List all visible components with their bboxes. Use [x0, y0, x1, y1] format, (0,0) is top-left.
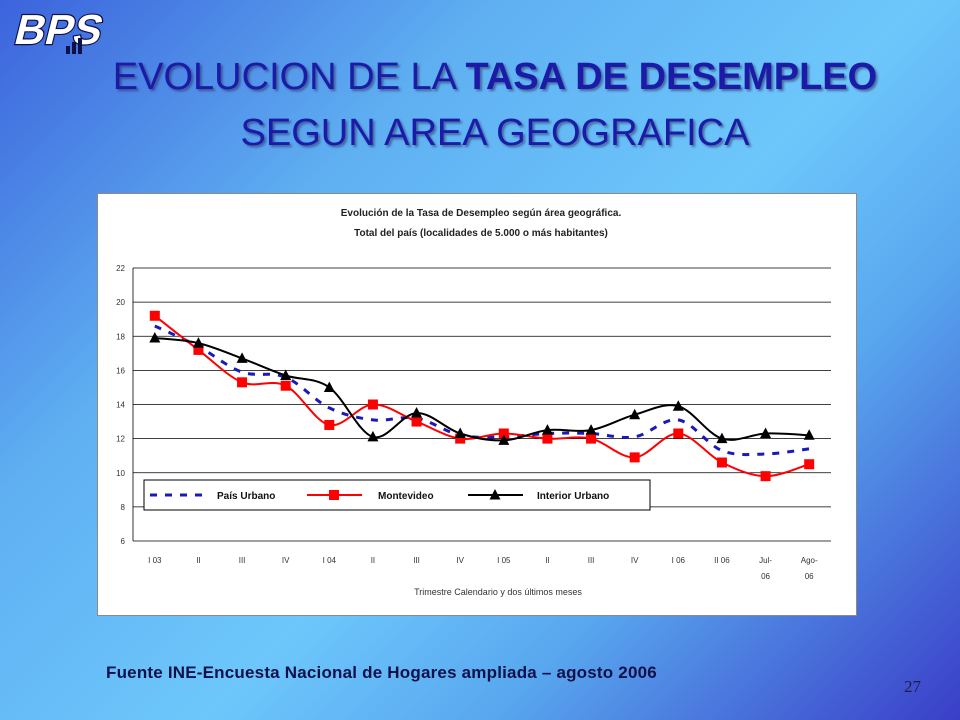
data-point-interior-urbano: [323, 381, 335, 392]
data-point-montevideo: [411, 416, 422, 427]
chart-subtitle: Total del país (localidades de 5.000 o m…: [354, 228, 608, 239]
x-tick-label: II: [371, 556, 375, 565]
x-tick-label: I 03: [148, 556, 162, 565]
bps-logo: BPS: [9, 6, 109, 54]
data-point-interior-urbano: [672, 400, 684, 411]
slide-title-line1: EVOLUCION DE LA TASA DE DESEMPLEO: [0, 56, 960, 99]
y-tick-label: 8: [121, 503, 126, 512]
unemployment-chart: Evolución de la Tasa de Desempleo según …: [116, 208, 831, 597]
x-tick-label: II: [196, 556, 200, 565]
x-tick-label: II 06: [714, 556, 730, 565]
y-tick-label: 12: [116, 435, 125, 444]
title-bold-part: TASA DE DESEMPLEO: [465, 56, 878, 98]
series-lines: [149, 310, 815, 482]
svg-text:BPS: BPS: [10, 7, 108, 54]
data-point-interior-urbano: [585, 424, 597, 435]
data-point-interior-urbano: [803, 429, 815, 440]
data-point-interior-urbano: [498, 434, 510, 445]
series-line-interior-urbano: [154, 336, 810, 442]
page-number: 27: [904, 677, 921, 696]
legend-label: Interior Urbano: [537, 491, 609, 502]
data-point-montevideo: [193, 344, 204, 355]
data-point-interior-urbano: [280, 369, 292, 380]
y-tick-label: 22: [116, 264, 125, 273]
data-point-interior-urbano: [629, 408, 641, 420]
x-tick-label: III: [588, 556, 595, 565]
x-axis-label: Trimestre Calendario y dos últimos meses: [414, 587, 582, 597]
x-tick-label: III: [239, 556, 246, 565]
x-tick-label: I 04: [323, 556, 337, 565]
data-point-montevideo: [542, 433, 553, 444]
data-point-montevideo: [629, 452, 640, 463]
data-point-montevideo: [716, 457, 727, 468]
slide-title-line2: SEGUN AREA GEOGRAFICA: [240, 112, 750, 154]
x-tick-label: I 06: [672, 556, 686, 565]
x-tick-label: Ago-: [801, 556, 818, 565]
data-point-interior-urbano: [367, 430, 379, 442]
data-point-interior-urbano: [454, 427, 466, 439]
data-point-interior-urbano: [760, 427, 772, 439]
source-note: Fuente INE-Encuesta Nacional de Hogares …: [106, 663, 657, 682]
chart-container: Evolución de la Tasa de Desempleo según …: [97, 193, 857, 616]
x-tick-label: 06: [761, 572, 770, 581]
x-tick-label: II: [545, 556, 549, 565]
data-point-interior-urbano: [541, 424, 553, 435]
data-point-montevideo: [760, 471, 771, 482]
data-point-interior-urbano: [149, 331, 161, 343]
data-point-interior-urbano: [716, 432, 728, 444]
y-tick-label: 16: [116, 366, 125, 375]
legend-box: [143, 479, 651, 511]
data-point-montevideo: [367, 399, 378, 410]
x-tick-label: I 05: [497, 556, 511, 565]
chart-title: Evolución de la Tasa de Desempleo según …: [341, 208, 622, 219]
y-tick-label: 10: [116, 469, 125, 478]
data-point-montevideo: [280, 380, 291, 391]
data-point-montevideo: [586, 433, 597, 444]
x-tick-label: III: [413, 556, 420, 565]
legend-marker: [329, 490, 339, 500]
y-tick-label: 6: [121, 537, 126, 546]
data-point-montevideo: [498, 428, 509, 439]
y-tick-label: 20: [116, 298, 125, 307]
x-tick-label: IV: [282, 556, 290, 565]
data-point-interior-urbano: [236, 352, 248, 363]
data-point-interior-urbano: [411, 407, 423, 418]
x-tick-label: IV: [456, 556, 464, 565]
x-tick-label: 06: [805, 572, 814, 581]
data-point-montevideo: [455, 433, 466, 444]
title-normal-part: EVOLUCION DE LA: [112, 56, 466, 98]
legend-label: País Urbano: [217, 491, 275, 502]
legend-label: Montevideo: [378, 491, 434, 502]
x-axis: I 03 II III IV I 04 II III IV I 05 II III IV I 06 II …: [148, 556, 818, 581]
data-point-interior-urbano: [192, 337, 204, 348]
x-tick-label: Jul-: [759, 556, 772, 565]
data-point-montevideo: [673, 428, 684, 439]
data-point-montevideo: [804, 459, 815, 470]
series-line-pa-s-urbano: [154, 324, 810, 457]
legend-marker: [489, 489, 501, 500]
x-tick-label: IV: [631, 556, 639, 565]
data-point-montevideo: [149, 310, 160, 321]
y-tick-label: 14: [116, 401, 125, 410]
y-axis: 6 8 10 12 14 16 18 20 22: [116, 264, 125, 546]
y-tick-label: 18: [116, 332, 125, 341]
series-line-montevideo: [154, 314, 810, 478]
data-point-montevideo: [324, 419, 335, 430]
legend: País Urbano Montevideo Interior Urbano: [143, 479, 651, 511]
data-point-montevideo: [237, 377, 248, 388]
